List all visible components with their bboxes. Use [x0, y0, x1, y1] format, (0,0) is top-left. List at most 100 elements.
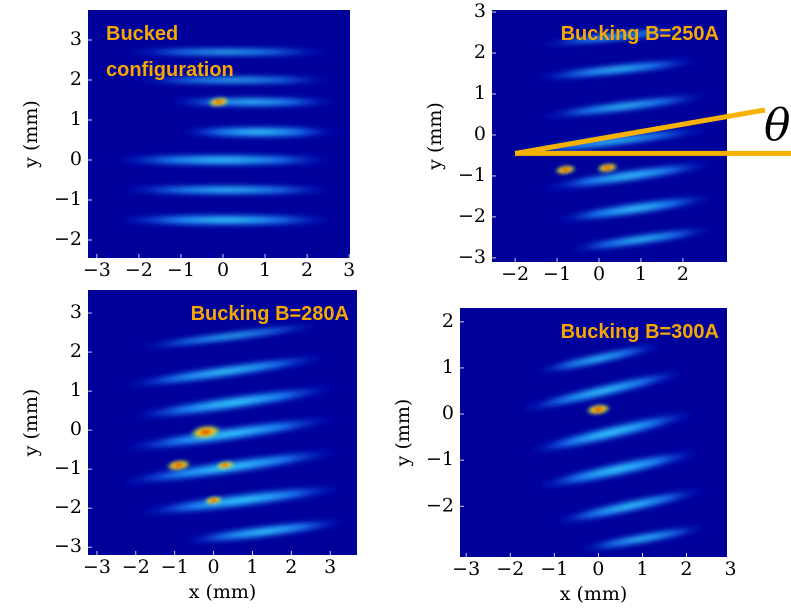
beamlet — [113, 48, 341, 56]
beamlet — [562, 227, 720, 252]
y-tick-label: 2 — [70, 340, 82, 362]
y-tick-label: −2 — [458, 205, 486, 227]
y-tick-label: 3 — [474, 0, 486, 22]
x-tick-label: −2 — [501, 263, 529, 285]
x-tick-label: 0 — [217, 259, 229, 281]
beamlet — [549, 195, 720, 223]
x-tick-label: 1 — [635, 263, 647, 285]
beamlet — [528, 58, 708, 81]
y-tick-label: −1 — [458, 164, 486, 186]
y-tick-label: 2 — [474, 41, 486, 63]
beamlet — [101, 154, 345, 166]
panel-title: Bucking B=280A — [191, 303, 349, 325]
beamlet — [109, 185, 345, 195]
y-tick-label: −2 — [54, 496, 82, 518]
beamlet — [121, 385, 345, 420]
beamlet — [113, 354, 337, 389]
y-tick-label: 1 — [442, 356, 454, 378]
y-tick-label: 0 — [474, 123, 486, 145]
x-tick-label: 0 — [592, 558, 604, 580]
y-tick-label: −2 — [426, 494, 454, 516]
x-tick-label: −1 — [167, 259, 195, 281]
y-tick-label: 1 — [474, 82, 486, 104]
hotspot — [554, 164, 577, 175]
hotspot — [189, 424, 222, 440]
beamlet — [532, 93, 716, 119]
y-axis-label: y (mm) — [20, 389, 42, 458]
beamlet — [128, 323, 330, 350]
x-tick-label: −2 — [125, 259, 153, 281]
y-tick-label: 2 — [442, 310, 454, 332]
beamlet — [536, 161, 720, 191]
panel-title: Bucking B=300A — [561, 321, 719, 343]
x-tick-label: 3 — [724, 558, 736, 580]
beamlet — [529, 343, 668, 375]
beamlet — [122, 76, 345, 84]
y-tick-label: 3 — [70, 301, 82, 323]
x-tick-label: 2 — [285, 556, 297, 578]
x-tick-label: 1 — [259, 259, 271, 281]
beamlet — [175, 519, 353, 545]
y-tick-label: −1 — [426, 448, 454, 470]
hotspot — [207, 96, 230, 108]
hotspot — [215, 460, 235, 470]
x-tick-label: 0 — [593, 263, 605, 285]
beamlet — [529, 449, 707, 490]
x-tick-label: −2 — [496, 558, 524, 580]
panel-title: configuration — [106, 59, 234, 81]
hotspot — [204, 495, 224, 505]
beamlet — [521, 410, 702, 455]
beamlet — [532, 27, 700, 47]
panel: −3 −2 −1 0 1 2 3 −2 −1 0 1 2 y (mm) x (mm) Bucking B=3… — [392, 308, 737, 605]
y-tick-label: 1 — [70, 379, 82, 401]
image — [507, 27, 720, 252]
beamlet — [128, 484, 353, 516]
beamlet — [507, 127, 720, 156]
theta-label: θ — [764, 100, 791, 151]
x-tick-label: −3 — [452, 558, 480, 580]
y-tick-label: 2 — [70, 68, 82, 90]
y-axis-label: y (mm) — [424, 102, 446, 171]
y-tick-label: 1 — [70, 108, 82, 130]
x-tick-label: −3 — [83, 259, 111, 281]
y-tick-label: −2 — [54, 228, 82, 250]
x-axis-label: x (mm) — [560, 583, 628, 605]
x-tick-label: −1 — [543, 263, 571, 285]
y-tick-label: 0 — [70, 148, 82, 170]
image — [512, 343, 712, 552]
y-tick-label: 0 — [442, 402, 454, 424]
angle-line — [514, 107, 766, 156]
panel: −2 −1 0 1 2 −3 −2 −1 0 1 2 3 y (mm) Bucking B=250A θ — [424, 0, 791, 285]
x-tick-label: 2 — [301, 259, 313, 281]
x-tick-label: −1 — [540, 558, 568, 580]
hotspot — [585, 403, 612, 416]
y-tick-label: −3 — [54, 535, 82, 557]
beamlet — [512, 369, 693, 413]
x-tick-label: 1 — [246, 556, 258, 578]
beamlet — [113, 416, 345, 452]
x-tick-label: −2 — [122, 556, 150, 578]
panel-title: Bucking B=250A — [561, 23, 719, 45]
y-axis-label: y (mm) — [20, 100, 42, 169]
beamlet — [547, 487, 712, 525]
beamlet — [572, 525, 712, 552]
y-axis-label: y (mm) — [392, 399, 414, 468]
panel-title: Bucked — [106, 23, 178, 45]
x-tick-label: −1 — [161, 556, 189, 578]
x-tick-label: 1 — [636, 558, 648, 580]
x-tick-label: 2 — [680, 558, 692, 580]
hotspot — [165, 459, 192, 472]
x-tick-label: 3 — [343, 259, 355, 281]
beamlet — [105, 214, 345, 226]
beamlet — [172, 126, 345, 138]
x-axis-label: x (mm) — [189, 581, 257, 603]
y-tick-label: 3 — [70, 28, 82, 50]
y-tick-label: 0 — [70, 418, 82, 440]
x-tick-label: 3 — [324, 556, 336, 578]
image — [101, 48, 345, 226]
y-tick-label: −3 — [458, 246, 486, 268]
beamlet — [159, 97, 345, 107]
y-tick-label: −1 — [54, 188, 82, 210]
